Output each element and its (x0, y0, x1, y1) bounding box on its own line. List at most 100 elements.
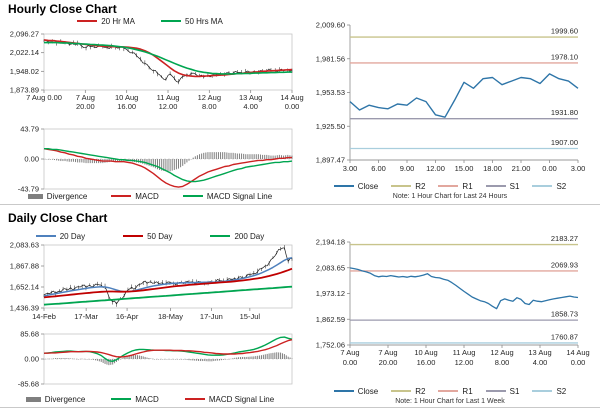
hourly-close-chart: 2,096.272,022.141,948.021,873.897 Aug 0.… (10, 30, 304, 112)
weekly-1w-note: Note: 1 Hour Chart for Last 1 Week (395, 398, 505, 405)
legend-item-s2: S2 (532, 387, 566, 396)
x-tick-label: 20.00 (76, 102, 95, 111)
hourly-macd-legend: Divergence MACD MACD Signal Line (0, 190, 300, 202)
legend-swatch (111, 195, 132, 197)
daily-ma-legend: 20 Day 50 Day 200 Day (0, 230, 300, 242)
level-label: 1999.60 (551, 27, 578, 36)
legend-item-s2: S2 (532, 182, 566, 191)
legend-label: 200 Day (234, 231, 265, 241)
legend-swatch (35, 235, 56, 237)
legend-label: Divergence (46, 191, 88, 201)
legend-swatch (111, 398, 132, 400)
series-20 Day (43, 257, 293, 297)
legend-label: S2 (556, 181, 567, 191)
x-tick-label: 18-May (158, 312, 183, 321)
hourly-macd-chart: 43.79 0.00 -43.79 (18, 125, 293, 194)
y-tick-label: 2,083.65 (316, 263, 345, 272)
y-tick-label: 1,948.02 (10, 67, 39, 76)
y-tick-label: 43.79 (20, 125, 39, 134)
hourly-24h-legend: Close R2 R1 S1 S2 (300, 180, 600, 192)
level-label: 1931.80 (551, 108, 578, 117)
x-tick-label: 4.00 (243, 102, 258, 111)
x-tick-label: 3.00 (343, 164, 358, 173)
y-tick-label: 1,953.53 (316, 88, 345, 97)
legend-item-50-hrs-ma: 50 Hrs MA (161, 17, 223, 26)
legend-swatch (532, 185, 553, 187)
legend-label: R1 (462, 181, 473, 191)
y-tick-label: 2,096.27 (10, 30, 39, 39)
y-tick-label: 1,925.50 (316, 122, 345, 131)
daily-chart-title: Daily Close Chart (8, 211, 108, 225)
legend-swatch (532, 390, 553, 392)
x-tick-label: 0.00 (571, 358, 586, 367)
legend-label: R2 (415, 386, 426, 396)
x-tick-label: 11 Aug (157, 93, 180, 102)
series-Close (349, 267, 579, 310)
x-tick-label: 10 Aug (115, 93, 138, 102)
series-Close-whiskers (43, 39, 293, 85)
legend-label: S2 (556, 386, 567, 396)
hourly-24h-chart: 2,009.60 1,981.56 1,953.53 1,925.50 1,897.47… (316, 21, 586, 174)
y-tick-label: 1,436.39 (10, 304, 39, 313)
x-tick-label: 16.00 (417, 358, 436, 367)
legend-swatch (438, 390, 459, 392)
x-tick-label: 14 Aug (280, 93, 303, 102)
series-MACD Signal Line (44, 148, 293, 183)
x-tick-label: 8.00 (495, 358, 510, 367)
x-tick-label: 3.00 (571, 164, 586, 173)
legend-label: R1 (462, 386, 473, 396)
daily-macd-legend: Divergence MACD MACD Signal Line (0, 393, 300, 405)
legend-item-r1: R1 (438, 181, 473, 191)
series-MACD (43, 148, 292, 188)
series-Close (349, 73, 579, 118)
legend-label: Divergence (44, 394, 86, 404)
legend-item-20-hr-ma: 20 Hr MA (77, 17, 135, 26)
weekly-1w-chart: 2,194.18 2,083.65 1,973.12 1,862.59 1,752.06… (316, 234, 590, 367)
y-tick-label: 1,652.14 (10, 283, 39, 292)
legend-item-50-day: 50 Day (123, 232, 172, 241)
plot-frame (43, 244, 293, 309)
level-label: 1907.00 (551, 138, 578, 147)
legend-swatch (25, 396, 41, 402)
level-label: 1858.73 (551, 310, 578, 319)
legend-swatch (184, 398, 205, 400)
legend-item-macd: MACD (111, 192, 159, 201)
legend-item-macd-signal-line: MACD Signal Line (184, 395, 274, 404)
x-tick-label: 7 Aug (340, 348, 359, 357)
x-tick-label: 12.00 (159, 102, 178, 111)
x-tick-label: 0.00 (285, 102, 300, 111)
legend-item-divergence: Divergence (25, 394, 86, 404)
x-tick-label: 14 Aug (566, 348, 589, 357)
legend-label: MACD (135, 394, 159, 404)
x-tick-label: 17-Mar (74, 312, 98, 321)
legend-label: MACD Signal Line (206, 191, 273, 201)
x-tick-label: 0.00 (343, 358, 358, 367)
legend-item-s1: S1 (485, 182, 519, 191)
legend-item-200-day: 200 Day (210, 232, 264, 241)
y-tick-label: 2,022.14 (10, 48, 39, 57)
level-label: 1978.10 (551, 52, 578, 61)
series-50 Day (43, 267, 293, 299)
x-tick-label: 15.00 (455, 164, 474, 173)
y-tick-label: 2,083.63 (10, 241, 39, 250)
legend-swatch (210, 235, 231, 237)
x-tick-label: 7 Aug (378, 348, 397, 357)
legend-item-macd-signal-line: MACD Signal Line (182, 191, 273, 201)
legend-swatch (161, 20, 181, 22)
y-tick-label: 2,009.60 (316, 21, 345, 30)
y-tick-label: -43.79 (18, 185, 39, 194)
x-tick-label: 12 Aug (490, 348, 513, 357)
series-50 Hrs MA (44, 41, 292, 75)
x-tick-label: 17-Jun (200, 312, 223, 321)
x-tick-label: 12.00 (426, 164, 445, 173)
y-tick-label: 1,897.47 (316, 156, 345, 165)
x-tick-label: 13 Aug (239, 93, 262, 102)
legend-swatch (123, 235, 144, 237)
x-tick-label: 16-Apr (116, 312, 139, 321)
legend-item-macd: MACD (111, 395, 159, 404)
hourly-24h-note: Note: 1 Hour Chart for Last 24 Hours (392, 193, 508, 200)
legend-label: 50 Day (147, 231, 173, 241)
x-tick-label: 7 Aug (76, 93, 95, 102)
y-tick-label: 0.00 (24, 155, 39, 164)
